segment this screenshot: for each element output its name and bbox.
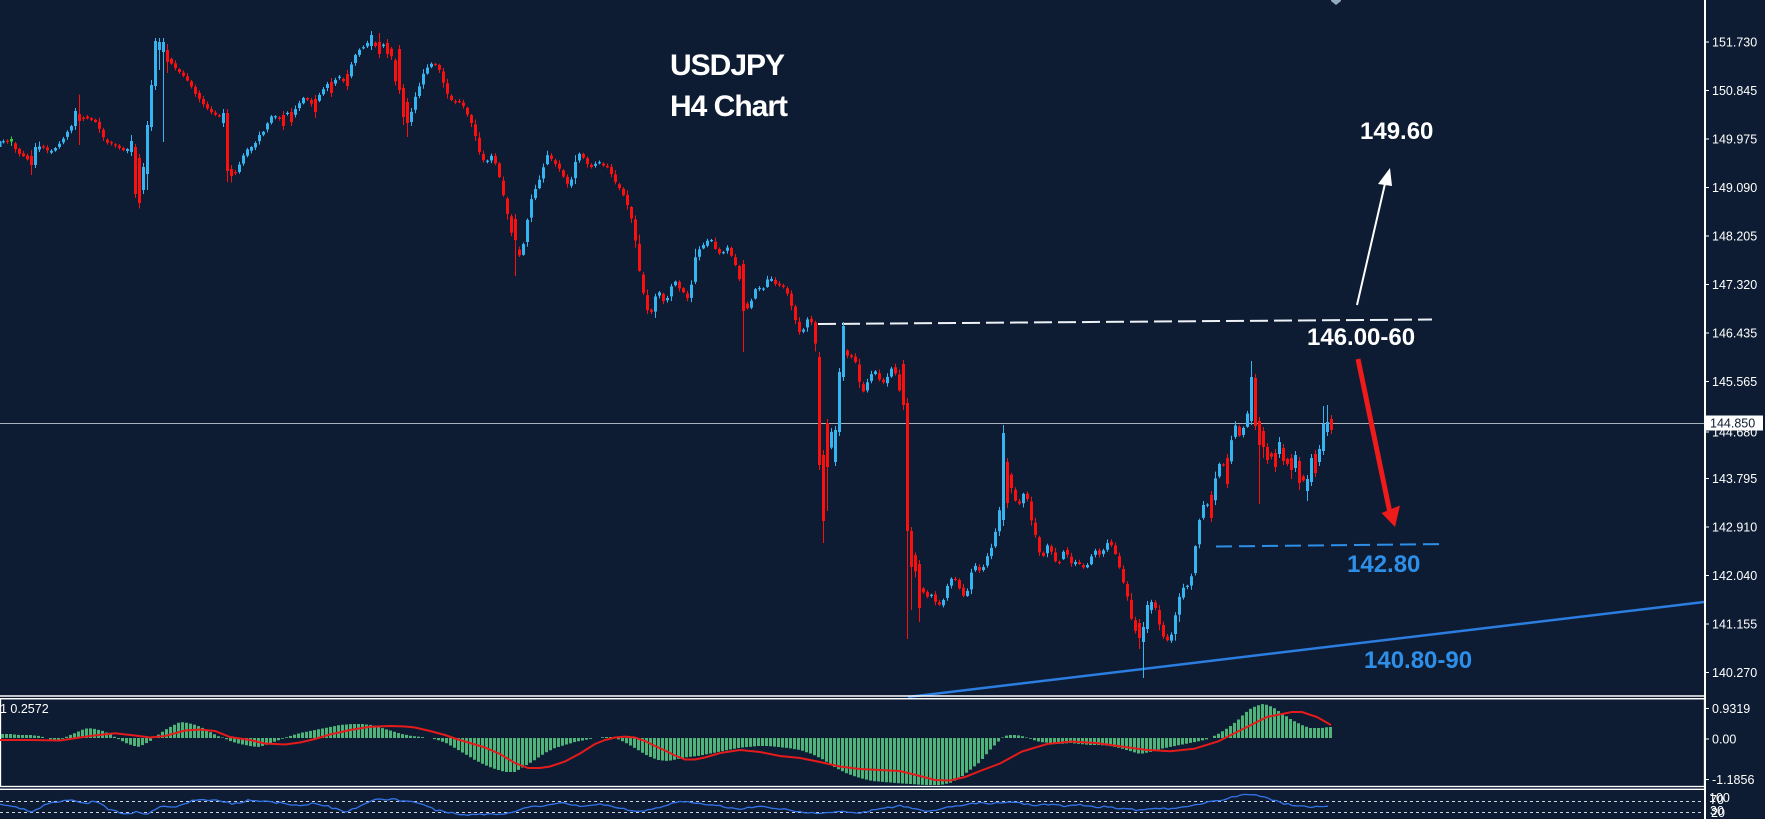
svg-text:-1.1856: -1.1856 [1712,773,1754,787]
svg-text:0.00: 0.00 [1712,733,1736,747]
svg-text:141.155: 141.155 [1712,618,1757,632]
svg-text:146.435: 146.435 [1712,327,1757,341]
svg-text:0.9319: 0.9319 [1712,702,1750,716]
svg-text:143.795: 143.795 [1712,472,1757,486]
svg-text:142.80: 142.80 [1347,551,1420,578]
svg-text:100: 100 [1709,791,1730,805]
svg-text:148.205: 148.205 [1712,230,1757,244]
svg-text:150.845: 150.845 [1712,84,1757,98]
svg-text:149.975: 149.975 [1712,133,1757,147]
svg-text:147.320: 147.320 [1712,278,1757,292]
svg-text:144.850: 144.850 [1710,417,1755,431]
svg-text:140.270: 140.270 [1712,666,1757,680]
svg-text:151.730: 151.730 [1712,36,1757,50]
svg-text:146.00-60: 146.00-60 [1307,324,1415,351]
svg-text:USDJPY: USDJPY [670,49,785,82]
svg-text:H4 Chart: H4 Chart [670,90,788,123]
svg-text:30: 30 [1710,804,1724,818]
svg-text:1 0.2572: 1 0.2572 [0,702,49,716]
svg-text:70: 70 [1710,793,1724,807]
svg-text:142.040: 142.040 [1712,569,1757,583]
svg-text:149.090: 149.090 [1712,181,1757,195]
svg-text:20: 20 [1711,806,1725,819]
svg-text:142.910: 142.910 [1712,521,1757,535]
svg-text:140.80-90: 140.80-90 [1364,647,1472,674]
svg-text:149.60: 149.60 [1360,118,1433,145]
svg-text:145.565: 145.565 [1712,375,1757,389]
